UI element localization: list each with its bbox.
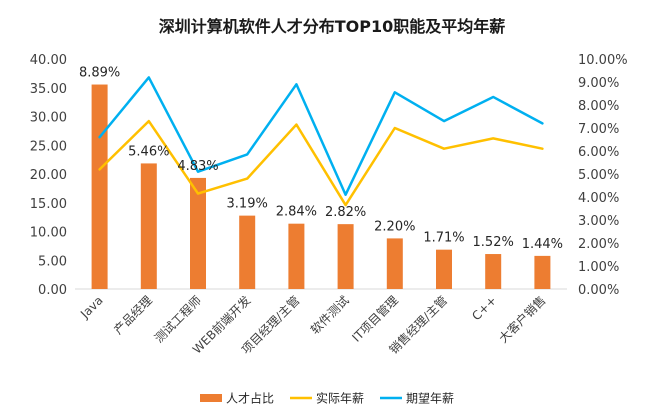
x-category-label: 大客户销售 <box>495 293 548 346</box>
y-left-tick-label: 15.00 <box>30 197 67 212</box>
y-right-tick-label: 0.00% <box>578 283 619 298</box>
x-category-label: 测试工程师 <box>151 293 204 346</box>
y-left-tick-label: 10.00 <box>30 226 67 241</box>
bar <box>140 163 157 289</box>
y-left-tick-label: 0.00 <box>38 283 67 298</box>
y-left-tick-label: 20.00 <box>30 168 67 183</box>
bar-data-label: 1.44% <box>522 237 563 252</box>
y-left-tick-label: 40.00 <box>30 53 67 68</box>
bars-group <box>91 84 551 289</box>
y-left-tick-label: 5.00 <box>38 254 67 269</box>
bar <box>534 255 551 289</box>
bar <box>239 215 256 289</box>
series-line-1 <box>98 119 544 207</box>
legend-label: 实际年薪 <box>316 391 364 406</box>
legend: 人才占比 实际年薪 期望年薪 <box>200 391 454 406</box>
bar <box>337 224 354 289</box>
bar <box>190 177 206 289</box>
bar <box>436 249 452 289</box>
bar-data-label: 4.83% <box>177 159 218 174</box>
series-line-2 <box>98 76 544 196</box>
y-right-tick-label: 7.00% <box>578 122 619 137</box>
x-category-label: IT项目管理 <box>349 293 401 345</box>
bar-data-label: 8.89% <box>79 66 120 81</box>
y-right-tick-label: 2.00% <box>578 237 619 252</box>
x-category-label: Java <box>77 293 106 322</box>
legend-label: 期望年薪 <box>406 392 454 406</box>
legend-label: 人才占比 <box>226 391 274 406</box>
y-right-tick-label: 9.00% <box>578 76 619 91</box>
y-left-tick-label: 25.00 <box>30 139 67 154</box>
y-right-tick-label: 10.00% <box>578 53 628 68</box>
y-left-tick-label: 30.00 <box>30 111 67 126</box>
y-right-tick-label: 1.00% <box>578 260 619 275</box>
x-category-label: C++ <box>469 293 499 323</box>
lines-group <box>98 76 544 207</box>
y-right-tick-label: 8.00% <box>578 99 619 114</box>
bar <box>485 254 502 289</box>
bar-data-label: 3.19% <box>227 197 268 212</box>
y-right-tick-label: 4.00% <box>578 191 619 206</box>
bar-data-label: 1.52% <box>473 235 514 250</box>
y-right-tick-label: 6.00% <box>578 145 619 160</box>
bar <box>288 223 305 289</box>
bar-data-label: 1.71% <box>423 231 464 246</box>
y-right-tick-label: 3.00% <box>578 214 619 229</box>
bar <box>91 84 108 289</box>
legend-swatch-bar <box>200 394 222 402</box>
bar <box>386 238 403 289</box>
data-labels-group: 8.89% 5.46% 4.83% 3.19% 2.84% 2.82% 2.20% 1.71%… <box>79 66 563 252</box>
bar-data-label: 2.82% <box>325 205 366 220</box>
x-category-label: 软件测试 <box>307 293 352 338</box>
bar-data-label: 5.46% <box>128 144 169 159</box>
y-left-tick-label: 35.00 <box>30 82 67 97</box>
chart-title: 深圳计算机软件人才分布TOP10职能及平均年薪 <box>159 17 506 36</box>
bar-data-label: 2.84% <box>276 205 317 220</box>
bar-data-label: 2.20% <box>374 219 415 234</box>
x-category-label: 产品经理 <box>111 293 155 337</box>
axes-group: 0.00 5.00 10.00 15.00 20.00 25.00 30.00 35.00 40… <box>30 53 628 298</box>
y-right-tick-label: 5.00% <box>578 168 619 183</box>
